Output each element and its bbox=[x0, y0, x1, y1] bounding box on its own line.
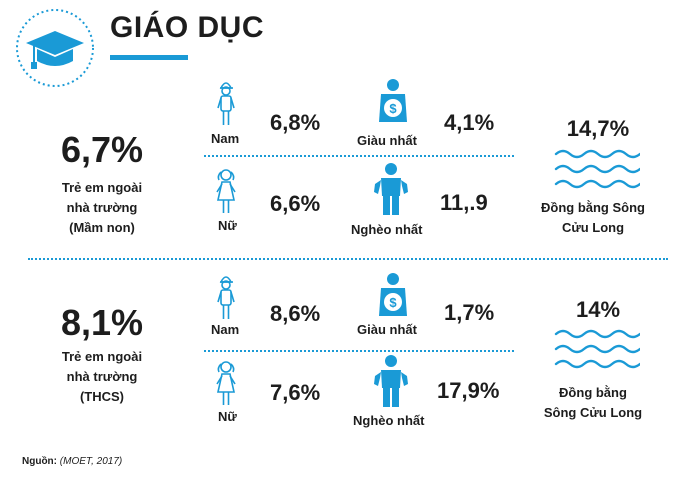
headline-desc-line: Trẻ em ngoài bbox=[61, 180, 143, 195]
source-text: (MOET, 2017) bbox=[59, 456, 123, 467]
title-underline bbox=[110, 55, 188, 60]
female-value: 6,6% bbox=[270, 191, 321, 216]
water-waves-icon bbox=[554, 149, 640, 189]
headline-desc-line: nhà trường bbox=[66, 369, 138, 384]
headline-desc-2: Trẻ em ngoài nhà trường (THCS) bbox=[40, 347, 164, 407]
headline-desc-line: nhà trường bbox=[66, 200, 138, 215]
person-with-money-icon: $ bbox=[379, 79, 407, 122]
region-label-line: Đồng bằng bbox=[559, 385, 627, 400]
region-label: Đồng bằng Sông Cửu Long bbox=[528, 383, 658, 423]
girl-icon bbox=[216, 169, 236, 213]
headline-desc-1: Trẻ em ngoài nhà trường (Mầm non) bbox=[40, 178, 164, 238]
section-separator bbox=[28, 258, 668, 260]
male-label: Nam bbox=[211, 322, 240, 337]
region-value: 14,7% bbox=[566, 116, 630, 141]
region-label-line: Cửu Long bbox=[561, 220, 625, 235]
boy-icon bbox=[217, 82, 235, 125]
region-value: 14% bbox=[575, 297, 621, 322]
divider-dotted bbox=[204, 350, 514, 352]
male-label: Nam bbox=[211, 131, 240, 146]
poorest-value: 17,9% bbox=[437, 378, 500, 403]
richest-label: Giàu nhất bbox=[357, 133, 417, 148]
richest-value: 4,1% bbox=[444, 110, 495, 135]
svg-text:$: $ bbox=[389, 101, 397, 116]
poorest-value: 11,.9 bbox=[440, 190, 488, 215]
region-label-line: Đồng bằng Sông bbox=[541, 200, 645, 215]
male-value: 6,8% bbox=[270, 110, 321, 135]
female-label: Nữ bbox=[218, 218, 237, 233]
headline-value-2: 8,1% bbox=[60, 302, 144, 343]
person-with-money-icon: $ bbox=[379, 273, 407, 316]
female-value: 7,6% bbox=[270, 380, 321, 405]
page-title: GIÁO DỤC bbox=[110, 11, 264, 44]
water-waves-icon bbox=[554, 329, 640, 369]
headline-value-1: 6,7% bbox=[60, 129, 144, 170]
male-value: 8,6% bbox=[270, 301, 321, 326]
divider-dotted bbox=[204, 155, 514, 157]
headline-desc-line: (Mầm non) bbox=[69, 220, 135, 235]
source-note: Nguồn: (MOET, 2017) bbox=[22, 456, 122, 467]
female-label: Nữ bbox=[218, 409, 237, 424]
boy-icon bbox=[217, 276, 235, 319]
poorest-label: Nghèo nhất bbox=[353, 413, 425, 428]
person-empty-pockets-icon bbox=[374, 163, 408, 215]
region-label-line: Sông Cửu Long bbox=[543, 405, 643, 420]
graduation-cap-icon bbox=[16, 9, 94, 87]
poorest-label: Nghèo nhất bbox=[351, 222, 423, 237]
richest-value: 1,7% bbox=[444, 300, 495, 325]
source-label: Nguồn: bbox=[22, 456, 57, 467]
svg-text:$: $ bbox=[389, 295, 397, 310]
person-empty-pockets-icon bbox=[374, 355, 408, 407]
headline-desc-line: Trẻ em ngoài bbox=[61, 349, 143, 364]
richest-label: Giàu nhất bbox=[357, 322, 417, 337]
girl-icon bbox=[216, 361, 236, 405]
region-label: Đồng bằng Sông Cửu Long bbox=[528, 198, 658, 238]
headline-desc-line: (THCS) bbox=[79, 389, 125, 404]
